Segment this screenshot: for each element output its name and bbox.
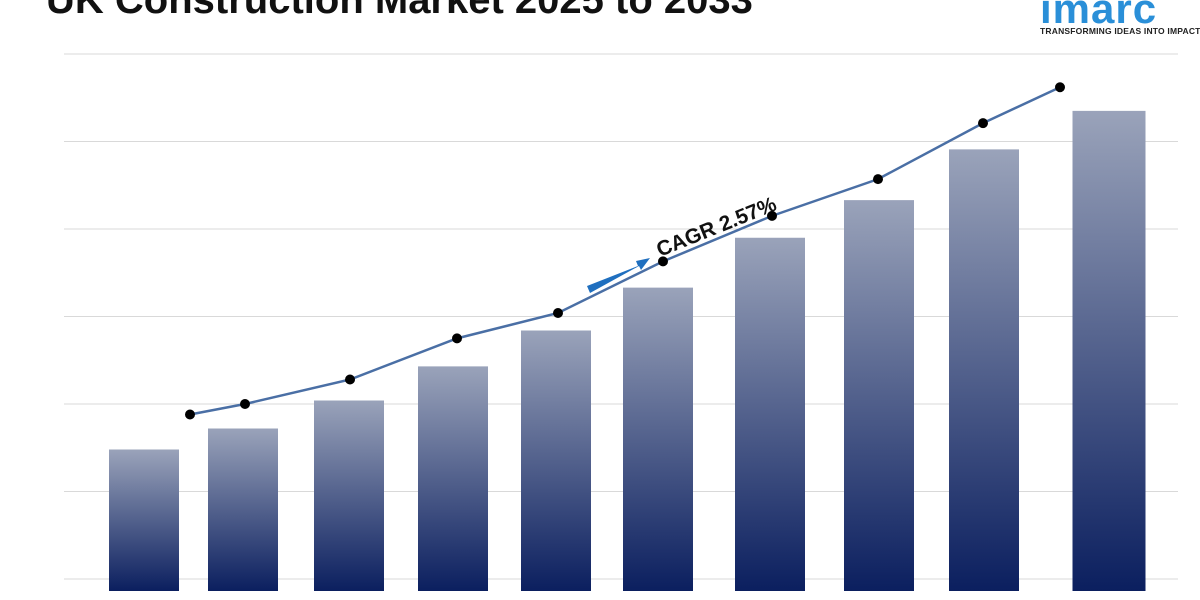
- bar: [521, 330, 591, 591]
- line-point: [240, 399, 250, 409]
- line-point: [658, 256, 668, 267]
- bars: [109, 110, 1146, 591]
- line-point: [553, 308, 563, 318]
- bar: [623, 287, 693, 591]
- line-point: [873, 174, 883, 185]
- line-point: [767, 210, 777, 221]
- imarc-logo: imarc TRANSFORMING IDEAS INTO IMPACT: [1040, 0, 1200, 36]
- line-point: [345, 374, 355, 385]
- line-point: [978, 118, 988, 129]
- bar: [735, 237, 805, 591]
- line-point: [1055, 82, 1065, 93]
- bar: [208, 428, 278, 591]
- cagr-arrow-icon: [587, 258, 650, 293]
- logo-tagline: TRANSFORMING IDEAS INTO IMPACT: [1040, 26, 1200, 36]
- line-point: [452, 333, 462, 344]
- trend-line: [189, 86, 1061, 416]
- logo-wordmark: imarc: [1040, 0, 1158, 32]
- bar: [109, 449, 179, 591]
- bar: [949, 149, 1019, 591]
- bar: [314, 400, 384, 591]
- line-point: [185, 409, 195, 420]
- trend-line-group: [185, 82, 1065, 420]
- chart-title: UK Construction Market 2025 to 2033: [46, 0, 753, 22]
- bar: [418, 366, 488, 591]
- bar: [844, 200, 914, 591]
- bar: [1072, 110, 1146, 591]
